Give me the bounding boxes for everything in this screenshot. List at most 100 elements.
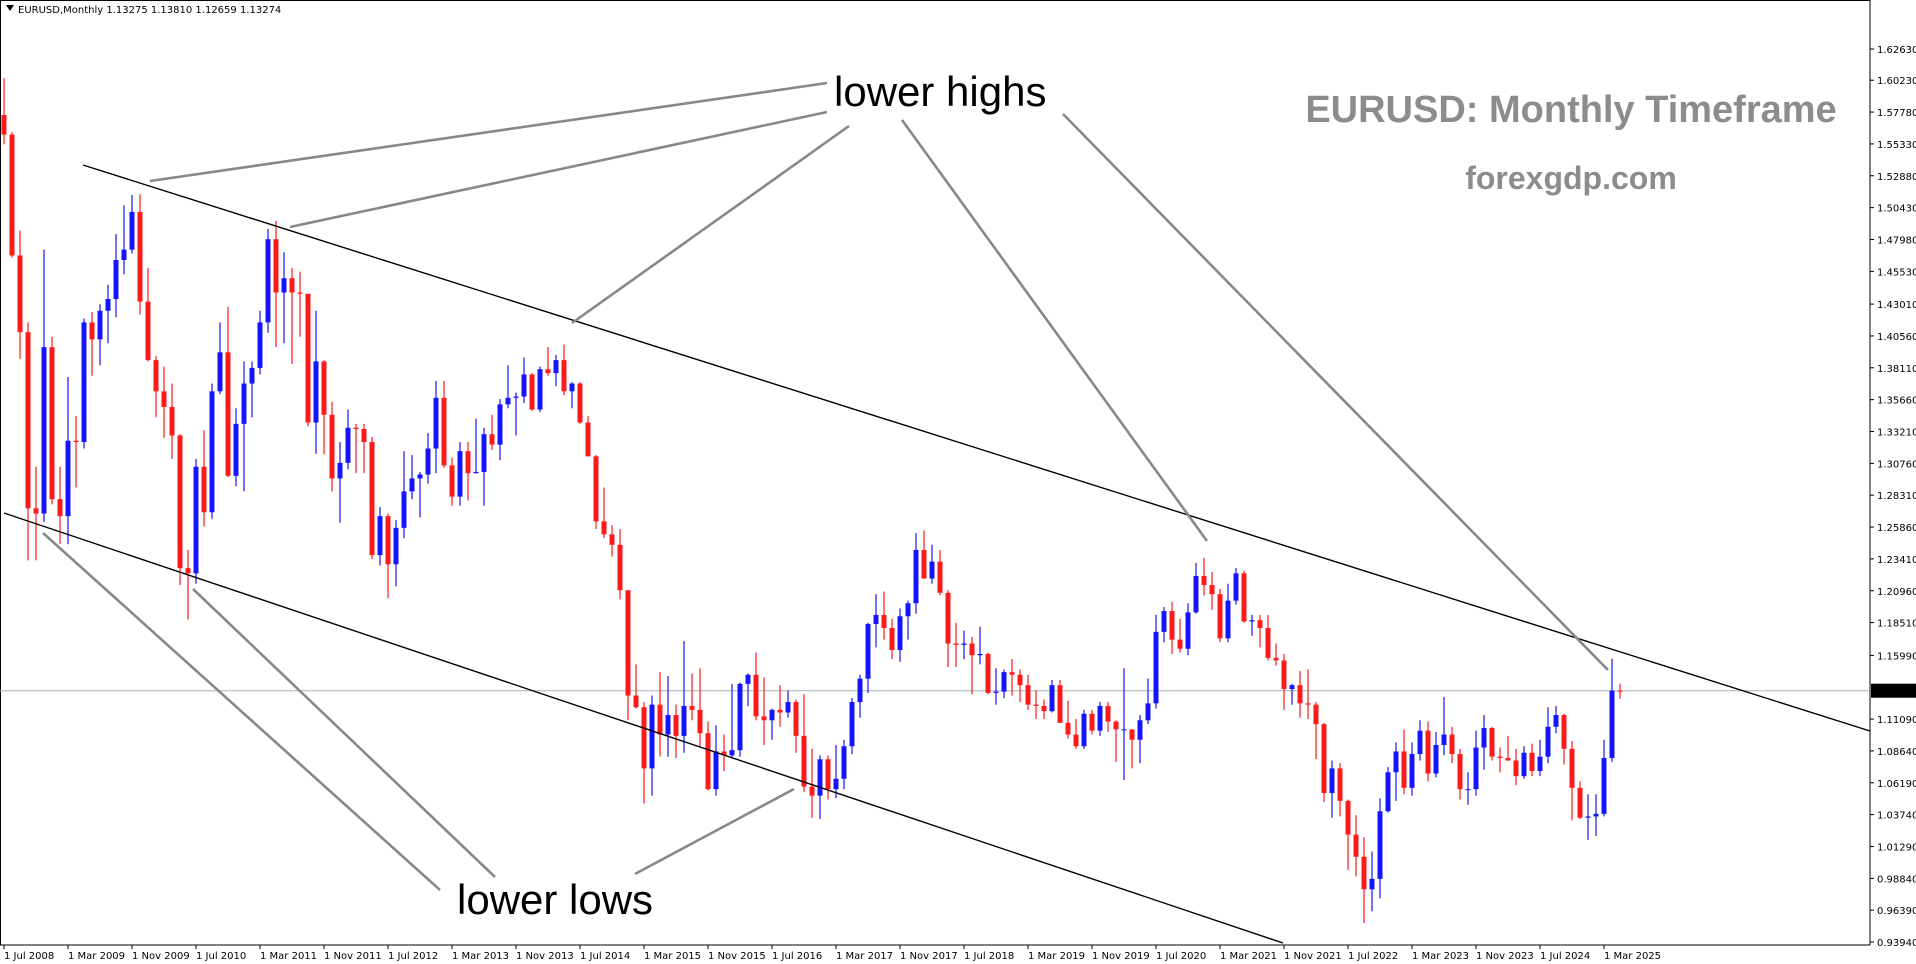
candle-body	[705, 733, 711, 790]
candle-body	[425, 448, 431, 475]
y-tick-label: 1.18510	[1877, 619, 1916, 630]
x-tick-label: 1 Mar 2017	[836, 951, 893, 962]
candle-body	[657, 704, 663, 735]
candle-body	[1345, 800, 1351, 835]
candle-body	[913, 549, 919, 604]
candle-body	[1073, 734, 1079, 747]
pointer-line	[149, 81, 828, 183]
x-tick-label: 1 Nov 2013	[516, 951, 574, 962]
candle-body	[1521, 752, 1527, 777]
candle-body	[521, 374, 527, 397]
candle-body	[105, 299, 111, 311]
candle-body	[417, 474, 423, 479]
candle-body	[641, 707, 647, 769]
candle-body	[1209, 585, 1215, 595]
candle-body	[881, 614, 887, 628]
candle-body	[713, 751, 719, 790]
y-tick-label: 0.96390	[1877, 906, 1916, 917]
candle-body	[313, 361, 319, 423]
y-tick-label: 1.35660	[1877, 396, 1916, 407]
candle-body	[193, 466, 199, 574]
candle-body	[305, 293, 311, 423]
x-tick-label: 1 Jul 2014	[580, 951, 630, 962]
candle-body	[753, 674, 759, 717]
candle-body	[465, 451, 471, 474]
y-tick-label: 1.60230	[1877, 76, 1916, 87]
price-label-box	[1871, 683, 1916, 698]
candle-body	[1105, 705, 1111, 722]
candle-body	[1433, 744, 1439, 774]
candle-body	[321, 361, 327, 415]
y-tick-label: 1.55330	[1877, 140, 1916, 151]
y-tick-label: 1.50430	[1877, 204, 1916, 215]
candle-body	[505, 397, 511, 405]
candle-body	[737, 683, 743, 751]
candle-body	[361, 429, 367, 443]
candle-body	[1489, 728, 1495, 757]
candle-body	[625, 590, 631, 696]
x-tick-label: 1 Mar 2009	[68, 951, 125, 962]
x-tick-label: 1 Nov 2019	[1092, 951, 1150, 962]
candle-body	[81, 322, 87, 443]
x-tick-label: 1 Nov 2011	[324, 951, 382, 962]
candle-body	[457, 451, 463, 497]
candle-body	[1409, 754, 1415, 788]
candle-body	[1049, 685, 1055, 712]
candle-body	[1513, 760, 1519, 777]
candle-body	[1401, 751, 1407, 788]
y-tick-label: 0.98840	[1877, 874, 1916, 885]
candle-body	[1233, 573, 1239, 601]
candle-body	[801, 735, 807, 787]
candle-body	[561, 360, 567, 392]
header-icon	[6, 5, 14, 11]
candle-body	[1369, 878, 1375, 890]
candle-body	[665, 715, 671, 735]
y-tick-label: 1.06190	[1877, 779, 1916, 790]
candle-body	[953, 643, 959, 645]
candle-body	[697, 709, 703, 734]
x-tick-label: 1 Jul 2020	[1156, 951, 1206, 962]
candle-body	[1617, 690, 1623, 692]
candle-body	[401, 491, 407, 528]
x-tick-label: 1 Jul 2008	[4, 951, 54, 962]
candle-body	[1081, 713, 1087, 747]
y-tick-label: 1.43010	[1877, 300, 1916, 311]
x-tick-label: 1 Nov 2021	[1284, 951, 1342, 962]
x-tick-label: 1 Jul 2022	[1348, 951, 1398, 962]
candle-body	[569, 383, 575, 392]
candle-body	[833, 778, 839, 790]
x-tick-label: 1 Jul 2010	[196, 951, 246, 962]
candle-body	[1313, 704, 1319, 725]
x-tick-label: 1 Mar 2025	[1604, 951, 1661, 962]
candle-body	[1505, 757, 1511, 761]
candle-body	[689, 705, 695, 710]
candle-body	[681, 705, 687, 736]
candle-body	[1609, 690, 1615, 758]
candle-body	[25, 332, 31, 509]
candle-body	[449, 465, 455, 497]
candle-body	[937, 561, 943, 593]
candle-body	[1601, 757, 1607, 814]
candle-body	[1305, 703, 1311, 705]
candle-body	[617, 544, 623, 591]
candle-body	[769, 709, 775, 721]
candle-body	[1001, 672, 1007, 692]
candle-body	[729, 750, 735, 756]
candle-body	[1353, 834, 1359, 857]
y-tick-label: 1.47980	[1877, 235, 1916, 246]
candle-body	[1577, 787, 1583, 818]
candle-body	[1177, 639, 1183, 649]
candle-body	[1265, 627, 1271, 658]
candle-body	[1465, 789, 1471, 791]
x-tick-label: 1 Nov 2023	[1476, 951, 1534, 962]
candle-body	[1033, 704, 1039, 706]
candle-body	[241, 383, 247, 424]
x-tick-label: 1 Jul 2018	[964, 951, 1014, 962]
candle-body	[1425, 730, 1431, 774]
candle-body	[185, 568, 191, 574]
candle-body	[393, 527, 399, 565]
candle-body	[1561, 715, 1567, 749]
candle-body	[1585, 816, 1591, 818]
candle-body	[1121, 729, 1127, 731]
plot-area	[0, 78, 1870, 924]
